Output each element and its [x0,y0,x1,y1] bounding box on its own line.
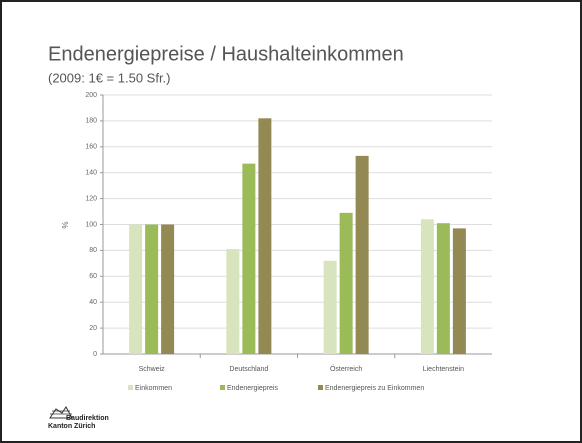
bar [129,224,143,354]
y-tick-label: 200 [85,92,97,99]
legend-label: Einkommen [135,385,172,392]
slide-subtitle: (2009: 1€ = 1.50 Sfr.) [48,70,171,85]
bar [339,212,353,354]
legend-swatch [220,385,225,390]
x-tick-label: Liechtenstein [423,366,464,373]
x-tick-label: Deutschland [229,366,268,373]
legend-label: Endenergiepreis [227,385,278,392]
y-tick-label: 180 [85,118,97,125]
bar [355,155,369,354]
slide-title: Endenergiepreise / Haushalteinkommen [48,43,404,65]
y-tick-label: 140 [85,170,97,177]
bar [161,224,175,354]
bar [436,223,450,354]
x-tick-label: Schweiz [139,366,166,373]
bar [226,249,240,354]
y-axis-label: % [61,221,70,228]
bar [420,219,434,354]
logo-icon [49,406,73,419]
bar [323,260,337,354]
bar [242,163,256,354]
y-tick-label: 80 [89,247,97,254]
x-tick-label: Österreich [330,365,362,373]
y-tick-label: 0 [93,351,97,358]
y-tick-label: 100 [85,221,97,228]
logo-line2: Kanton Zürich [48,423,95,430]
y-tick-label: 160 [85,144,97,151]
logo-line1: Baudirektion [66,415,109,422]
logo: Baudirektion Kanton Zürich [48,406,109,430]
legend-swatch [318,385,323,390]
logo-icon-lines [50,410,72,415]
y-tick-label: 120 [85,195,97,202]
y-tick-label: 40 [89,299,97,306]
y-tick-label: 20 [89,325,97,332]
y-tick-label: 60 [89,273,97,280]
bar [258,118,272,354]
legend-label: Endenergiepreis zu Einkommen [325,385,424,392]
bar [452,228,466,354]
bar [145,224,159,354]
legend-swatch [128,385,133,390]
